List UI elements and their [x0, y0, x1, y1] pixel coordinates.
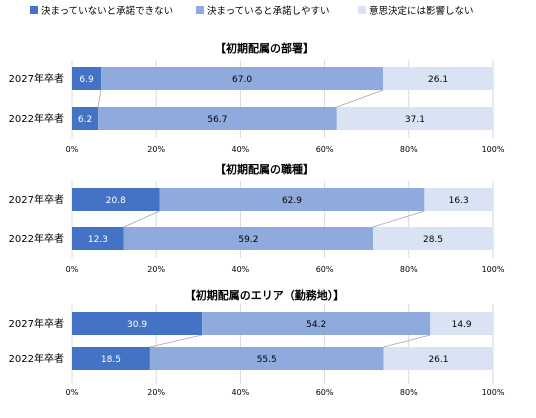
- series-connector: [383, 334, 431, 348]
- bar-segment: [383, 347, 494, 370]
- series-connector: [336, 89, 384, 108]
- panel-title: 【初期配属の部署】: [215, 41, 314, 55]
- legend-label: 決まっていると承諾しやすい: [207, 5, 330, 17]
- x-tick-label: 80%: [400, 265, 418, 274]
- data-label: 59.2: [238, 235, 258, 245]
- x-tick-label: 40%: [232, 265, 250, 274]
- panel-title: 【初期配属のエリア（勤務地）】: [185, 288, 345, 302]
- x-tick-label: 100%: [482, 265, 505, 274]
- bar-segment: [430, 312, 493, 335]
- bar-segment: [149, 347, 384, 370]
- x-tick-label: 0%: [66, 145, 79, 154]
- data-label: 67.0: [232, 75, 252, 85]
- data-label: 30.9: [127, 320, 147, 330]
- series-connector: [97, 89, 102, 108]
- bar-segment: [424, 188, 493, 211]
- bar-segment: [336, 107, 493, 130]
- series-connector: [149, 334, 203, 348]
- x-tick-label: 80%: [400, 388, 418, 397]
- bar-segment: [383, 67, 493, 90]
- bar-segment: [72, 312, 203, 335]
- legend-label: 決まっていないと承諾できない: [41, 5, 173, 17]
- data-label: 12.3: [88, 235, 108, 245]
- data-label: 6.9: [79, 75, 94, 85]
- bar-segment: [72, 188, 160, 211]
- x-tick-label: 80%: [400, 145, 418, 154]
- category-label: 2027年卒者: [9, 72, 64, 85]
- x-tick-label: 20%: [147, 265, 165, 274]
- x-tick-label: 100%: [482, 388, 505, 397]
- bar-segment: [98, 107, 337, 130]
- x-tick-label: 20%: [147, 388, 165, 397]
- x-tick-label: 40%: [232, 145, 250, 154]
- series-connector: [372, 210, 425, 228]
- x-tick-label: 40%: [232, 388, 250, 397]
- bar-segment: [101, 67, 384, 90]
- bar-segment: [123, 227, 374, 250]
- category-label: 2027年卒者: [9, 193, 64, 206]
- bar-segment: [72, 67, 102, 90]
- data-label: 26.1: [428, 75, 448, 85]
- data-label: 28.5: [423, 235, 443, 245]
- x-tick-label: 0%: [66, 388, 79, 397]
- data-label: 20.8: [106, 196, 126, 206]
- data-label: 18.5: [101, 355, 121, 365]
- data-label: 62.9: [282, 196, 302, 206]
- data-label: 56.7: [207, 115, 227, 125]
- x-tick-label: 60%: [316, 145, 334, 154]
- bar-segment: [373, 227, 493, 250]
- bar-segment: [202, 312, 431, 335]
- legend-label: 意思決定には影響しない: [369, 5, 474, 17]
- panel-title: 【初期配属の職種】: [215, 162, 314, 176]
- data-label: 14.9: [452, 320, 472, 330]
- bar-segment: [159, 188, 425, 211]
- bar-segment: [72, 227, 124, 250]
- x-tick-label: 60%: [316, 388, 334, 397]
- legend-swatch: [196, 6, 204, 14]
- x-tick-label: 20%: [147, 145, 165, 154]
- category-label: 2022年卒者: [9, 232, 64, 245]
- category-label: 2022年卒者: [9, 112, 64, 125]
- legend-swatch: [30, 6, 38, 14]
- data-label: 16.3: [449, 196, 469, 206]
- bar-segment: [72, 347, 150, 370]
- x-tick-label: 100%: [482, 145, 505, 154]
- data-label: 54.2: [306, 320, 326, 330]
- data-label: 6.2: [78, 115, 92, 125]
- x-tick-label: 0%: [66, 265, 79, 274]
- x-tick-label: 60%: [316, 265, 334, 274]
- bar-segment: [72, 107, 99, 130]
- category-label: 2022年卒者: [9, 352, 64, 365]
- legend-swatch: [358, 6, 366, 14]
- data-label: 26.1: [428, 355, 448, 365]
- data-label: 37.1: [405, 115, 425, 125]
- series-connector: [123, 210, 160, 228]
- category-label: 2027年卒者: [9, 317, 64, 330]
- data-label: 55.5: [257, 355, 277, 365]
